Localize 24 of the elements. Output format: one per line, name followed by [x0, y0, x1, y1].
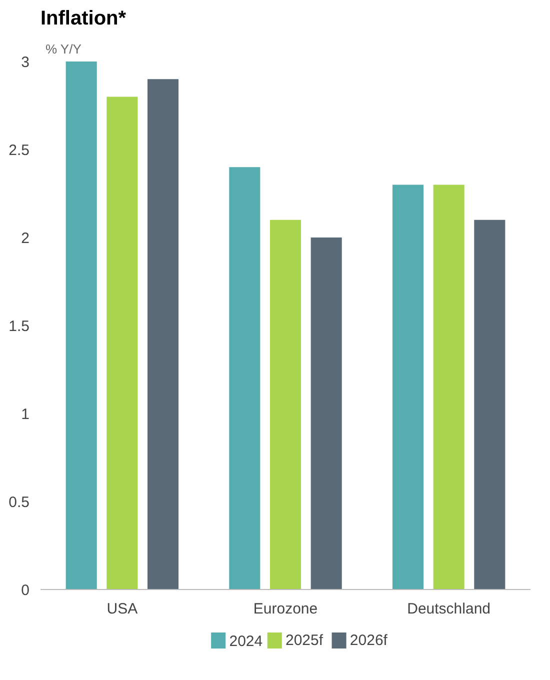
y-tick-label: 0.5 — [8, 494, 30, 511]
legend-label: 2025f — [286, 632, 324, 649]
bar — [270, 220, 302, 590]
x-tick-label: Deutschland — [407, 600, 491, 618]
bar — [147, 79, 179, 590]
bar — [433, 184, 464, 590]
y-tick-label: 3 — [21, 54, 30, 71]
y-tick-label: 0 — [21, 582, 30, 599]
bar — [66, 62, 97, 590]
bar — [474, 220, 506, 590]
y-tick-label: 2.5 — [8, 142, 30, 159]
bar — [229, 167, 260, 590]
y-tick-label: 1.5 — [8, 318, 30, 335]
bar — [106, 96, 138, 590]
x-tick-label: USA — [106, 600, 138, 618]
bar — [392, 184, 424, 590]
legend-label: 2024 — [229, 633, 263, 650]
y-axis-title: % Y/Y — [46, 42, 82, 56]
chart-title: Inflation* — [40, 8, 126, 30]
x-tick-label: Eurozone — [253, 600, 318, 618]
y-tick-label: 1 — [21, 406, 30, 423]
bar — [310, 238, 342, 590]
y-tick-label: 2 — [21, 230, 30, 247]
legend-label: 2026f — [350, 632, 388, 649]
